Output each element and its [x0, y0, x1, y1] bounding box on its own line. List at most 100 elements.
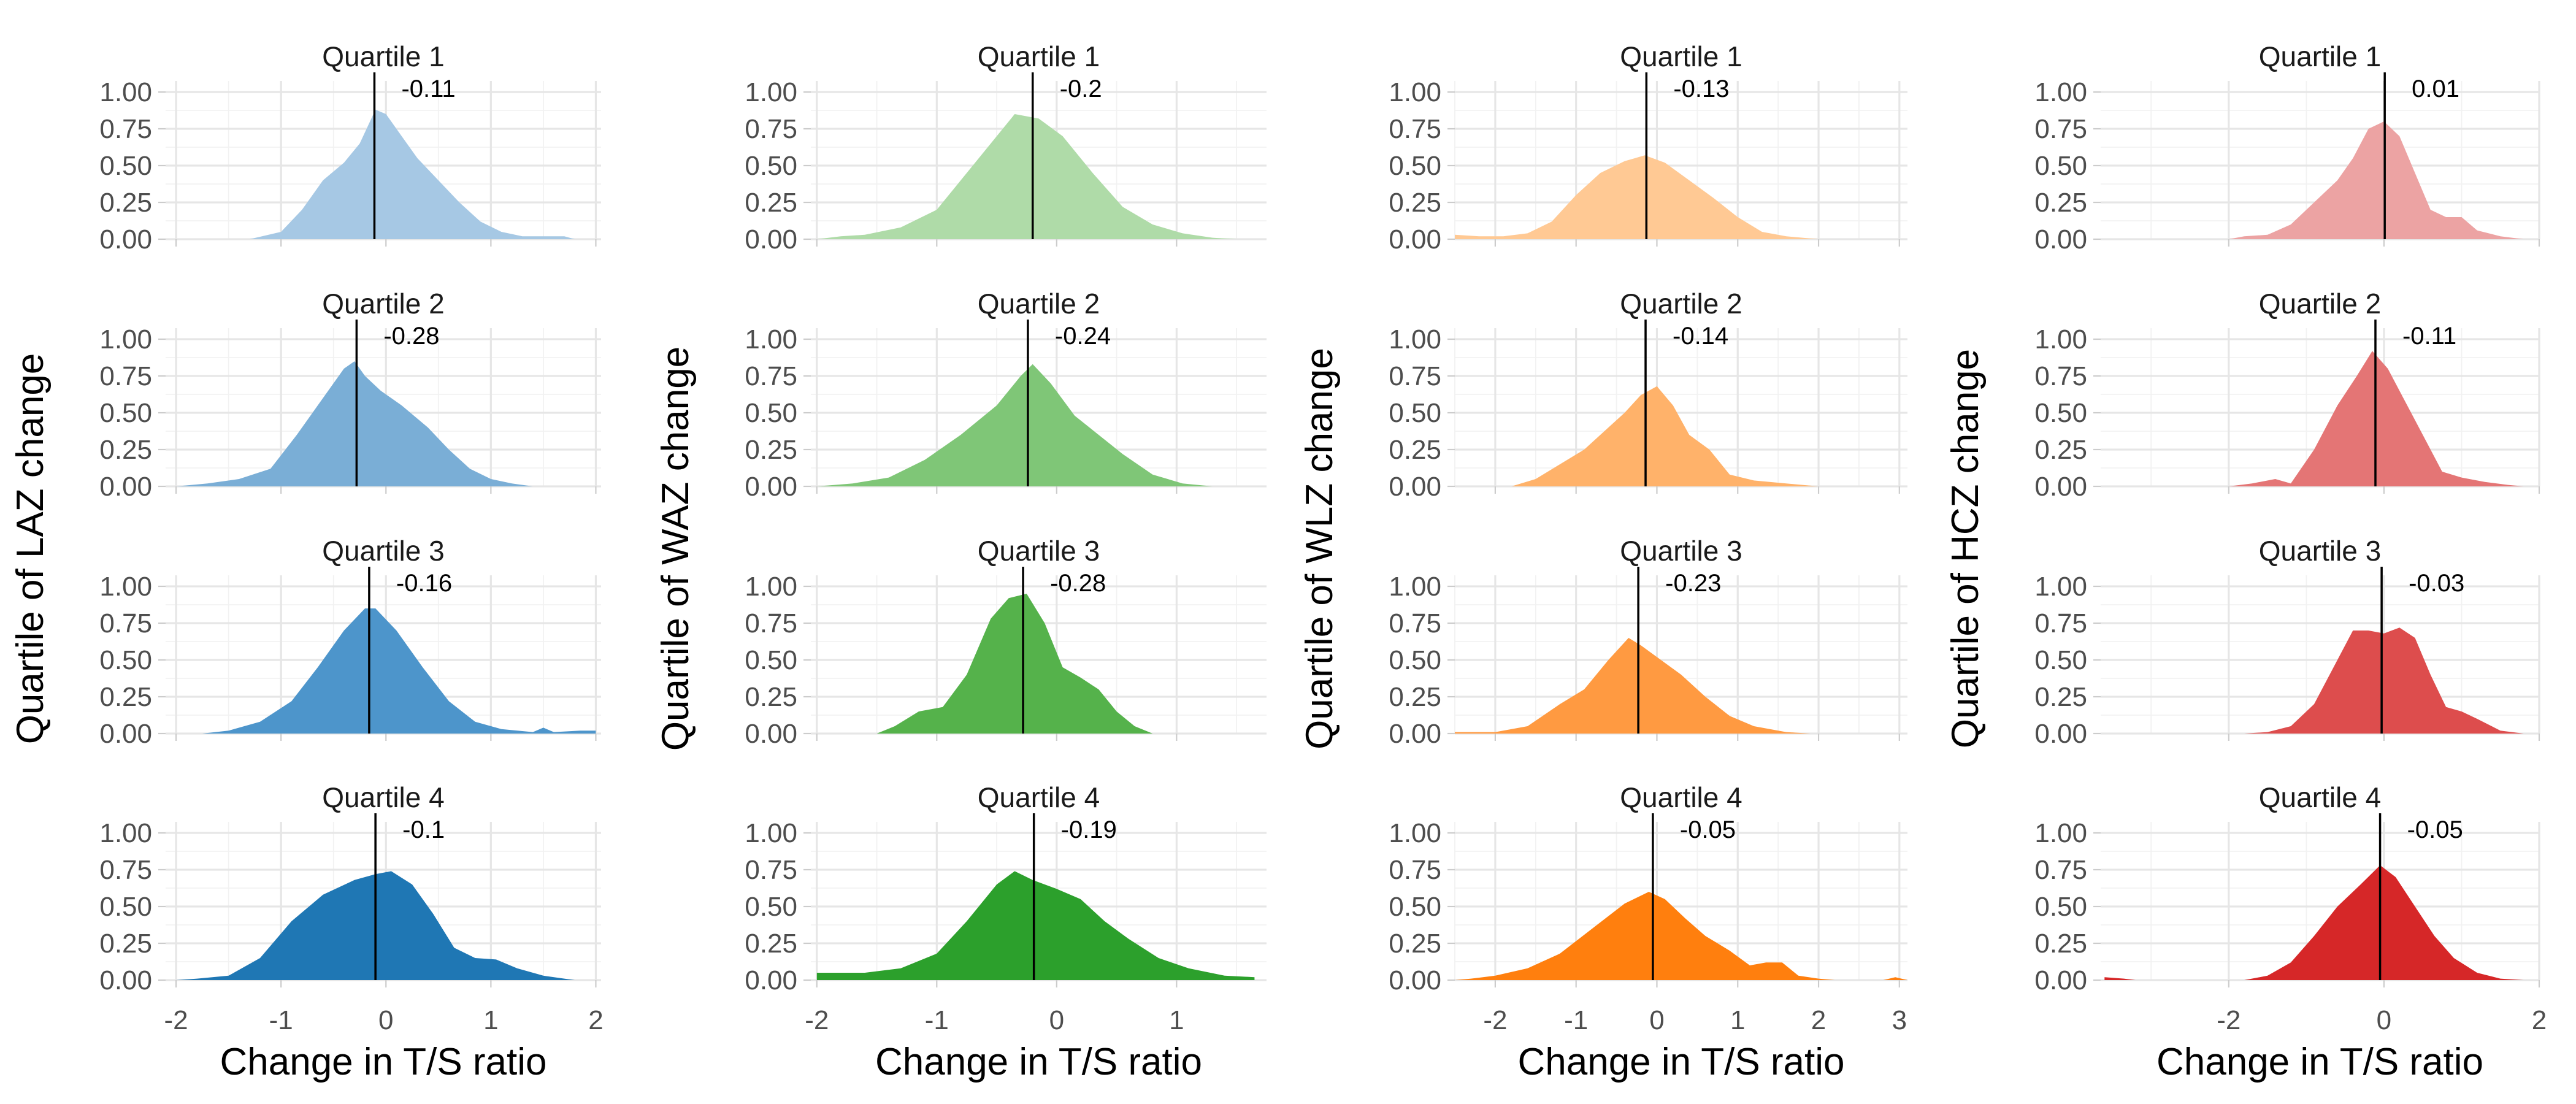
y-tick-label: 0.75 [2034, 361, 2087, 391]
y-tick-label: 0.75 [1389, 608, 1441, 638]
median-label: -0.11 [2402, 323, 2456, 350]
y-tick-label: 0.50 [1389, 398, 1441, 428]
chart-column-2: Quartile of WAZ change Change in T/S rati… [654, 40, 1267, 1083]
y-tick-label: 0.00 [1389, 472, 1441, 502]
median-label: -0.05 [1680, 816, 1736, 843]
median-label: -0.28 [1050, 570, 1106, 597]
y-tick-label: 0.75 [1389, 114, 1441, 144]
x-tick-label: -2 [164, 1005, 188, 1035]
y-tick-label: 0.25 [745, 188, 797, 218]
panel-title: Quartile 2 [1620, 288, 1742, 320]
panel-q4: -0.19 Quartile 4 0.00 0.25 0.50 0.75 1.00 [745, 781, 1267, 995]
x-axis-title: Change in T/S ratio [2156, 1041, 2483, 1083]
y-tick-label: 0.00 [2034, 965, 2087, 995]
density-area [816, 114, 1237, 239]
y-tick-label: 0.25 [1389, 188, 1441, 218]
y-tick-label: 0.25 [1389, 435, 1441, 465]
x-tick-label: 0 [2377, 1005, 2391, 1035]
density-area [2244, 627, 2524, 734]
panel-title: Quartile 2 [322, 288, 444, 320]
y-tick-label: 0.50 [745, 645, 797, 675]
density-area [202, 608, 596, 734]
y-tick-label: 0.00 [99, 965, 152, 995]
y-tick-label: 0.75 [2034, 608, 2087, 638]
panel-q2: -0.28 Quartile 2 0.00 0.25 0.50 0.75 1.00 [99, 288, 601, 502]
y-tick-label: 1.00 [1389, 324, 1441, 355]
median-label: 0.01 [2412, 75, 2459, 102]
chart-column-3: Quartile of WLZ change Change in T/S rati… [1298, 40, 1907, 1083]
y-tick-label: 0.50 [745, 151, 797, 181]
y-tick-label: 0.75 [2034, 114, 2087, 144]
y-tick-label: 0.50 [1389, 151, 1441, 181]
y-tick-label: 1.00 [745, 572, 797, 602]
y-tick-label: 0.00 [1389, 224, 1441, 255]
x-tick-label: -2 [1483, 1005, 1507, 1035]
y-tick-label: 0.25 [745, 682, 797, 712]
y-tick-label: 0.00 [2034, 719, 2087, 749]
panel-title: Quartile 1 [978, 40, 1100, 72]
y-tick-label: 0.25 [745, 435, 797, 465]
panel-title: Quartile 4 [978, 781, 1100, 813]
median-label: -0.03 [2409, 570, 2464, 597]
y-tick-label: 0.50 [1389, 892, 1441, 922]
y-tick-label: 1.00 [745, 324, 797, 355]
y-tick-label: 0.25 [1389, 682, 1441, 712]
panel-title: Quartile 2 [2259, 288, 2381, 320]
panel-q1: 0.01 Quartile 1 0.00 0.25 0.50 0.75 1.00 [2034, 40, 2540, 255]
y-tick-label: 1.00 [99, 572, 152, 602]
y-tick-label: 0.00 [2034, 224, 2087, 255]
y-tick-label: 0.00 [745, 224, 797, 255]
panel-q1: -0.11 Quartile 1 0.00 0.25 0.50 0.75 1.00 [99, 40, 601, 255]
y-tick-label: 0.00 [99, 224, 152, 255]
y-tick-label: 0.50 [745, 892, 797, 922]
y-tick-label: 0.75 [1389, 855, 1441, 885]
median-label: -0.13 [1673, 75, 1729, 102]
density-area [249, 109, 575, 239]
y-tick-label: 0.25 [2034, 929, 2087, 959]
median-label: -0.19 [1061, 816, 1117, 843]
median-label: -0.05 [2407, 816, 2463, 843]
y-tick-label: 0.75 [2034, 855, 2087, 885]
median-label: -0.11 [401, 75, 455, 102]
x-tick-label: 1 [483, 1005, 498, 1035]
x-tick-label: -1 [1564, 1005, 1588, 1035]
x-tick-label: 1 [1730, 1005, 1745, 1035]
y-tick-label: 1.00 [99, 818, 152, 848]
panel-title: Quartile 3 [978, 535, 1100, 567]
chart-columns: Quartile of LAZ change Change in T/S rati… [9, 40, 2547, 1083]
density-area [2104, 865, 2524, 980]
y-tick-label: 0.00 [745, 472, 797, 502]
y-tick-label: 0.75 [745, 361, 797, 391]
y-tick-label: 0.25 [99, 188, 152, 218]
x-tick-label: 2 [2532, 1005, 2547, 1035]
y-tick-label: 1.00 [2034, 77, 2087, 107]
density-area [2228, 121, 2524, 239]
x-tick-label: 2 [588, 1005, 603, 1035]
density-area [816, 871, 1255, 980]
y-tick-label: 1.00 [99, 324, 152, 355]
y-tick-label: 0.50 [2034, 151, 2087, 181]
y-tick-label: 0.25 [745, 929, 797, 959]
panel-q3: -0.03 Quartile 3 0.00 0.25 0.50 0.75 1.00 [2034, 535, 2540, 749]
y-tick-label: 1.00 [745, 77, 797, 107]
density-area [1455, 892, 1907, 980]
panel-title: Quartile 1 [1620, 40, 1742, 72]
median-label: -0.24 [1055, 323, 1111, 350]
panel-q2: -0.14 Quartile 2 0.00 0.25 0.50 0.75 1.00 [1389, 288, 1907, 502]
density-area [1455, 638, 1811, 734]
median-label: -0.14 [1673, 323, 1728, 350]
panel-q3: -0.23 Quartile 3 0.00 0.25 0.50 0.75 1.00 [1389, 535, 1907, 749]
y-tick-label: 0.50 [99, 645, 152, 675]
median-label: -0.1 [402, 816, 445, 843]
median-label: -0.2 [1060, 75, 1102, 102]
y-tick-label: 1.00 [745, 818, 797, 848]
y-tick-label: 0.25 [1389, 929, 1441, 959]
y-tick-label: 0.00 [745, 719, 797, 749]
panel-q3: -0.16 Quartile 3 0.00 0.25 0.50 0.75 1.00 [99, 535, 601, 749]
density-area [1455, 155, 1819, 239]
panel-q4: -0.05 Quartile 4 0.00 0.25 0.50 0.75 1.00 [1389, 781, 1907, 995]
median-label: -0.28 [383, 323, 439, 350]
density-area [1511, 386, 1819, 486]
y-axis-title: Quartile of LAZ change [9, 353, 52, 745]
panel-title: Quartile 4 [322, 781, 444, 813]
